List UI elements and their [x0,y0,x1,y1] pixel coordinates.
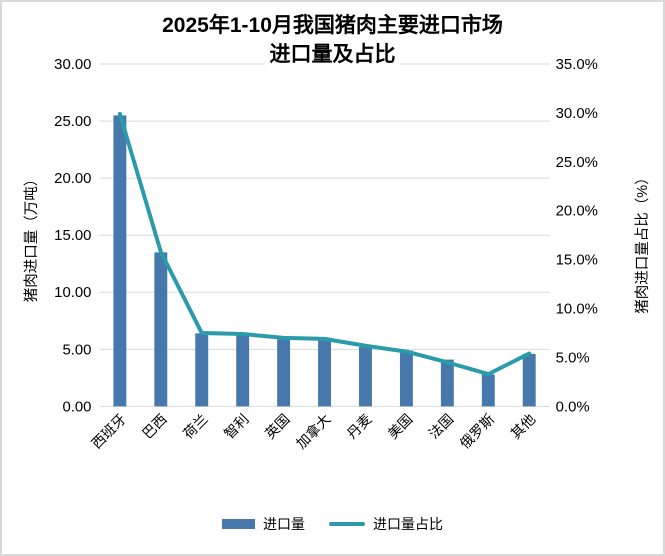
left-axis-tick: 20.00 [54,171,91,187]
right-axis-tick: 25.0% [556,155,598,171]
legend: 进口量 进口量占比 [2,514,663,534]
category-label: 美国 [385,411,416,442]
bar-series-swatch [222,519,255,529]
category-label: 其他 [507,411,538,442]
category-label: 巴西 [139,411,170,442]
left-axis-tick: 15.00 [54,228,91,244]
right-axis-tick: 20.0% [556,204,598,220]
bar-7 [399,350,413,407]
legend-label-imports: 进口量 [263,516,305,532]
bar-5 [318,339,332,407]
left-axis-tick: 25.00 [54,114,91,130]
category-label: 荷兰 [180,411,211,442]
bar-6 [359,347,372,407]
left-axis-tick: 0.00 [62,399,91,415]
legend-item-share: 进口量占比 [329,514,443,534]
legend-item-imports: 进口量 [222,514,305,534]
share-line [117,111,532,377]
right-axis-tick: 30.0% [556,106,598,122]
bar-10 [522,353,536,407]
category-label: 西班牙 [88,411,129,452]
bar-0 [113,115,127,407]
category-label: 智利 [221,411,252,442]
line-series-swatch [329,522,365,526]
chart-title-line2: 进口量及占比 [264,40,401,69]
bar-8 [440,359,454,407]
legend-label-share: 进口量占比 [373,516,443,532]
right-axis-title: 猪肉进口量占比（%） [635,170,651,314]
category-label: 俄罗斯 [457,411,498,452]
category-label: 加拿大 [293,411,334,452]
chart-title: 2025年1-10月我国猪肉主要进口市场 进口量及占比 [2,11,663,69]
bar-2 [195,333,209,407]
bar-3 [236,334,250,407]
chart-title-line1: 2025年1-10月我国猪肉主要进口市场 [157,11,508,40]
bar-4 [277,339,291,407]
right-axis-tick: 0.0% [556,399,590,415]
category-label: 英国 [262,411,293,442]
bar-9 [481,374,495,407]
category-label: 法国 [425,411,456,442]
right-axis-tick: 10.0% [556,302,598,318]
left-axis-tick: 5.00 [62,342,91,358]
right-axis-tick: 35.0% [556,57,598,73]
bar-1 [154,252,168,407]
right-axis-tick: 5.0% [556,350,590,366]
left-axis-title: 猪肉进口量（万吨） [24,171,40,303]
left-axis-tick: 30.00 [54,57,91,73]
left-axis-tick: 10.00 [54,285,91,301]
right-axis-tick: 15.0% [556,253,598,269]
category-label: 丹麦 [344,411,375,442]
